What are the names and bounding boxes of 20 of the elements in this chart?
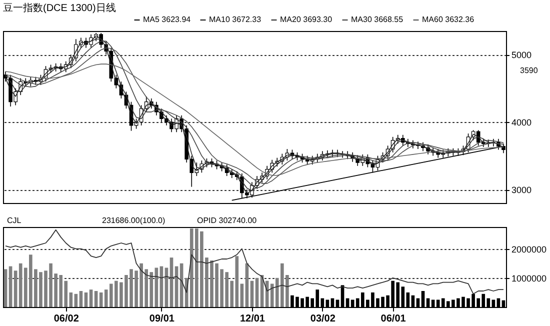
chart-title: 豆一指数(DCE 1300)日线 (3, 2, 116, 14)
legend-label: MA30 3668.55 (351, 15, 404, 24)
y-tick-label: 3000 (512, 185, 532, 196)
x-tick-label: 12/01 (240, 314, 266, 324)
y-tick-label: 2000000 (512, 244, 547, 254)
legend-label: MA10 3672.33 (209, 15, 262, 24)
x-tick-label: 09/01 (149, 314, 175, 324)
text: 3590 (520, 66, 538, 75)
x-tick-label: 03/02 (310, 314, 336, 324)
legend-label: MA60 3632.36 (422, 15, 475, 24)
text: 231686.00(100.0) (102, 216, 166, 225)
text: OPID 302740.00 (197, 216, 258, 225)
legend-label: MA5 3623.94 (143, 15, 192, 24)
y-tick-label: 5000 (512, 50, 532, 60)
x-tick-label: 06/01 (380, 314, 406, 324)
y-tick-label: 1000000 (512, 273, 547, 284)
text: CJL (7, 216, 22, 225)
y-tick-label: 4000 (512, 118, 532, 128)
x-tick-label: 06/02 (54, 314, 80, 324)
legend-label: MA20 3693.30 (280, 15, 333, 24)
